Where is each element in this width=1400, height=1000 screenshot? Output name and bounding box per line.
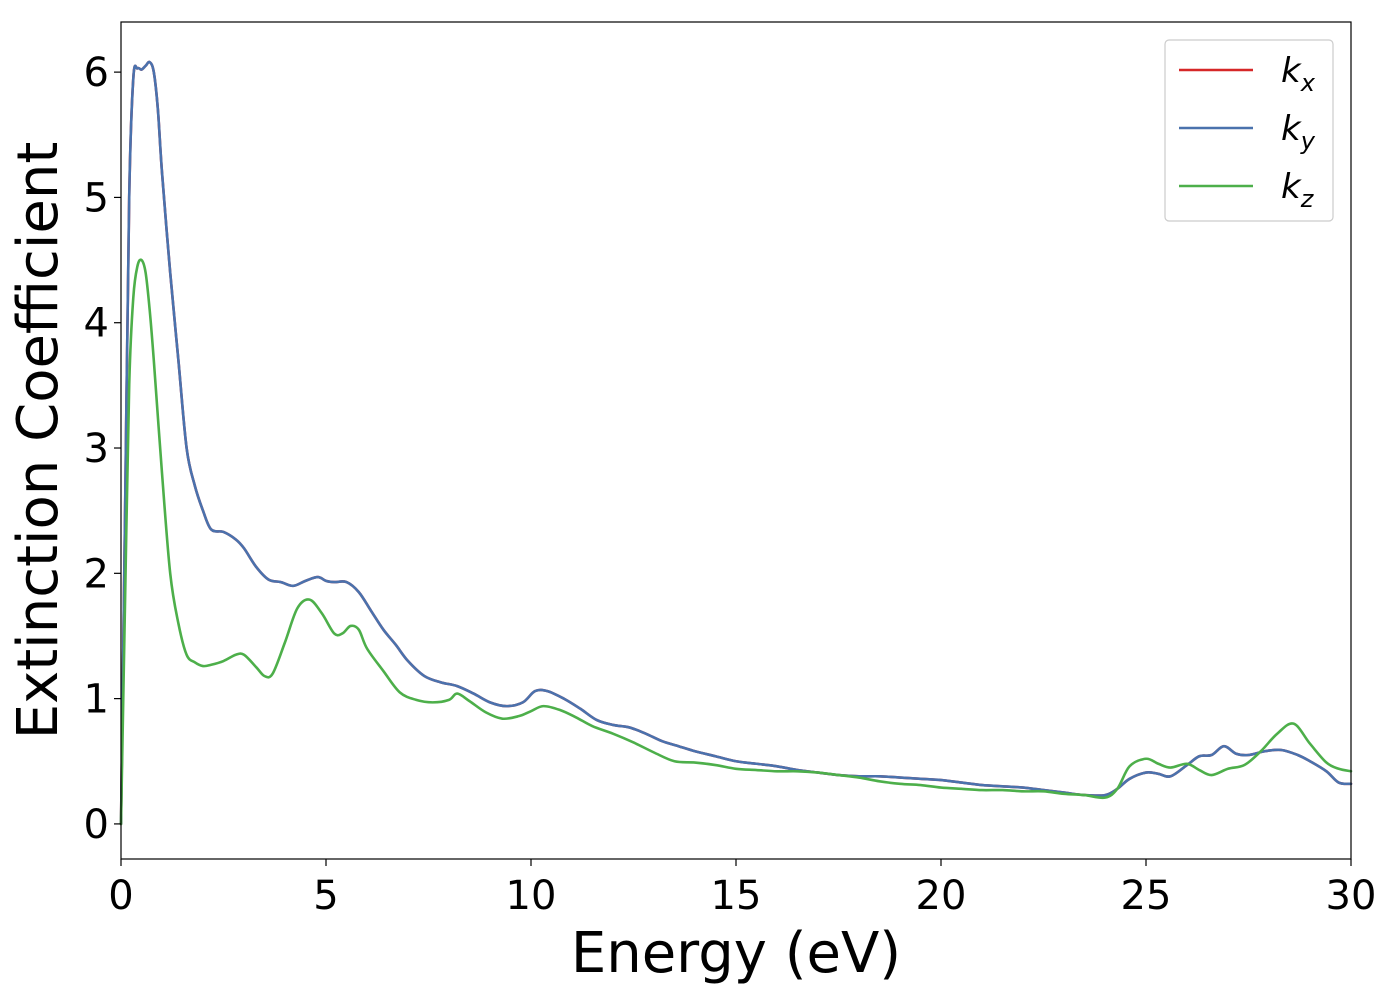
legend-label-kz: kz	[1281, 167, 1315, 213]
legend-label-subscript: z	[1300, 185, 1315, 213]
legend-label-subscript: y	[1300, 127, 1316, 155]
legend-label-kx: kx	[1281, 51, 1316, 97]
y-tick-label: 2	[84, 551, 109, 597]
legend-box	[1164, 39, 1334, 222]
y-tick-label: 0	[84, 802, 109, 848]
x-tick-label: 25	[1121, 873, 1172, 919]
x-tick-label: 5	[313, 873, 338, 919]
x-tick-label: 10	[506, 873, 557, 919]
legend-label-base: k	[1281, 167, 1302, 207]
y-axis-title: Extinction Coefficient	[6, 142, 71, 740]
x-axis-title: Energy (eV)	[571, 921, 901, 986]
y-tick-label: 6	[84, 50, 109, 96]
y-tick-label: 3	[84, 426, 109, 472]
series-layer	[119, 60, 1353, 826]
series-line-kz	[119, 258, 1353, 826]
x-axis-ticks: 0 5 10 15 20 25 30	[108, 859, 1376, 919]
series-line-ky	[119, 60, 1353, 826]
x-tick-label: 30	[1326, 873, 1377, 919]
y-tick-label: 1	[84, 677, 109, 723]
x-tick-label: 15	[711, 873, 762, 919]
y-axis-ticks: 0 1 2 3 4 5 6	[84, 50, 121, 848]
legend-label-ky: ky	[1281, 109, 1316, 155]
x-tick-label: 0	[108, 873, 133, 919]
legend-label-base: k	[1281, 109, 1302, 149]
legend-label-subscript: x	[1300, 69, 1316, 97]
y-tick-label: 4	[84, 301, 109, 347]
x-tick-label: 20	[916, 873, 967, 919]
y-tick-label: 5	[84, 175, 109, 221]
legend-label-base: k	[1281, 51, 1302, 91]
